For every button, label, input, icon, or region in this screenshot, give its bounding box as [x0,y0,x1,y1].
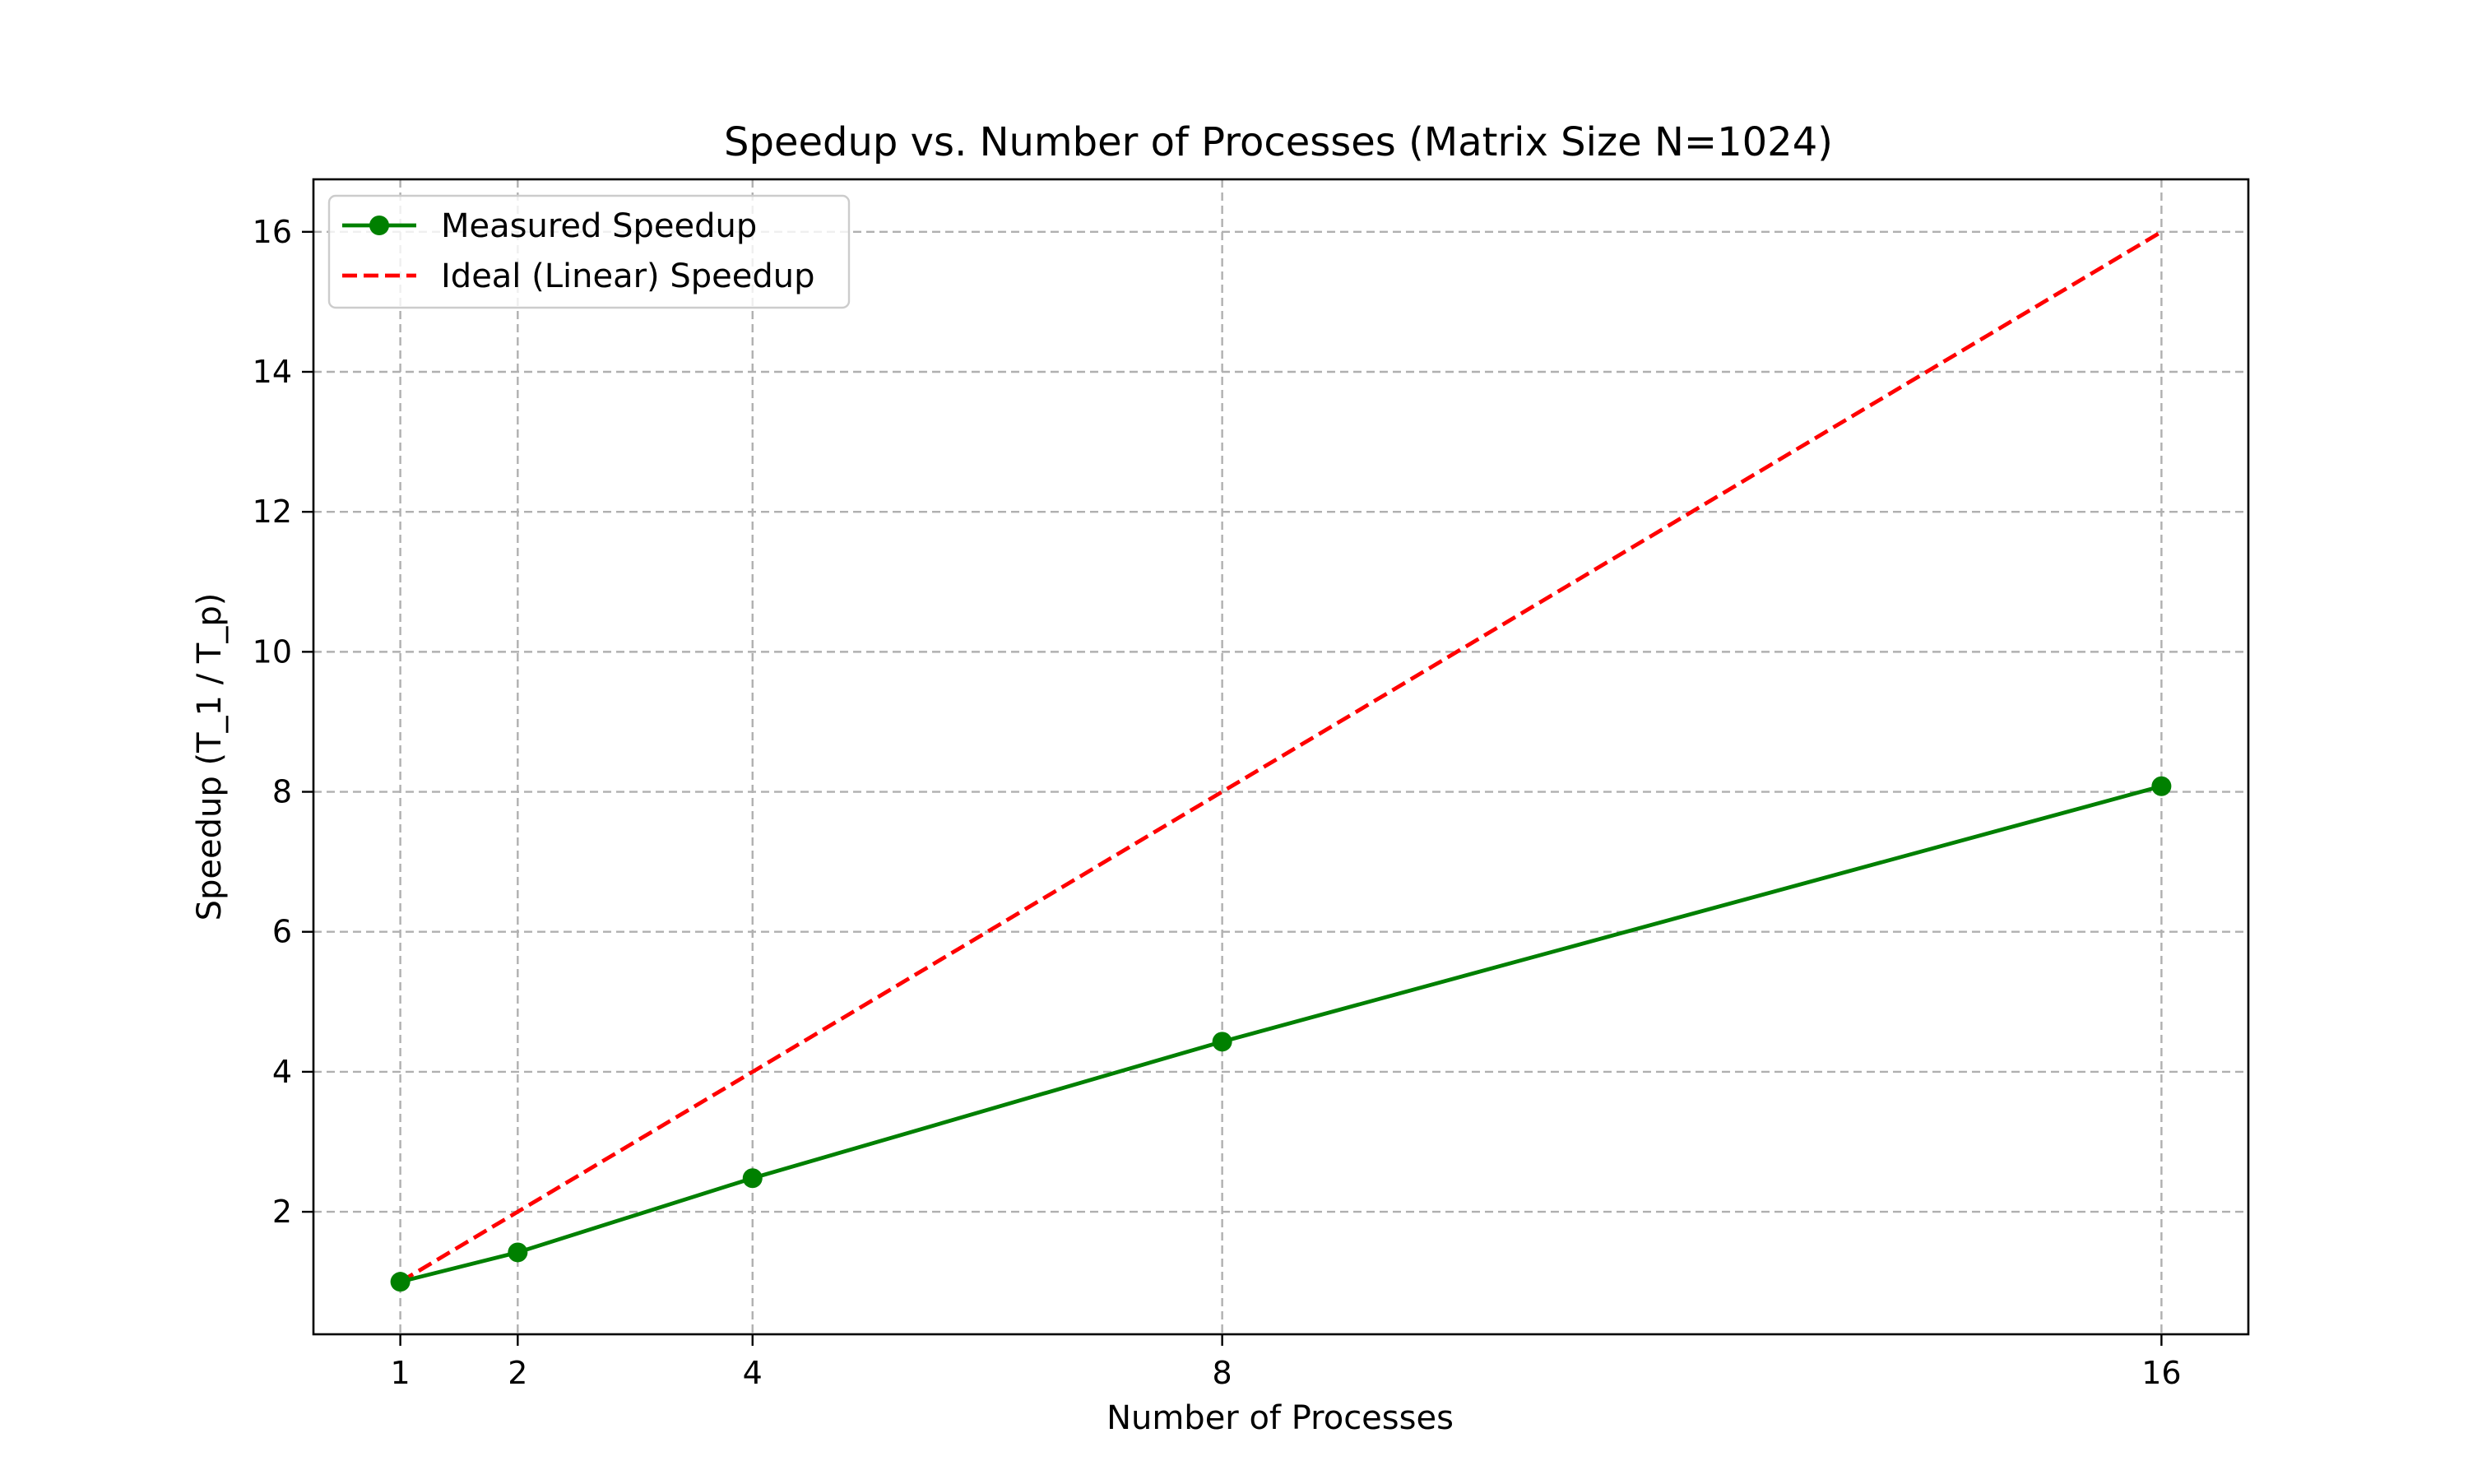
measured-speedup-point [2151,776,2172,796]
y-tick-label: 14 [253,354,292,390]
measured-speedup-point [742,1168,763,1189]
x-tick-label: 16 [2141,1355,2181,1391]
measured-speedup-point [1212,1032,1232,1052]
x-tick-label: 4 [743,1355,763,1391]
x-tick-label: 8 [1213,1355,1232,1391]
plot-frame [312,178,2250,1336]
measured-speedup-point [390,1272,411,1292]
legend-marker-measured [369,216,389,235]
legend: Measured Speedup Ideal (Linear) Speedup [327,194,851,309]
y-tick-label: 8 [272,774,292,810]
chart-title: Speedup vs. Number of Processes (Matrix … [724,119,1833,165]
y-tick-label: 10 [253,633,292,670]
x-axis-label: Number of Processes [1106,1399,1454,1437]
measured-speedup-point [508,1242,528,1263]
y-tick-label: 4 [272,1054,292,1090]
x-tick-label: 1 [391,1355,411,1391]
y-tick-label: 12 [253,494,292,530]
legend-frame [327,194,851,309]
y-tick-label: 16 [253,214,292,250]
legend-label-ideal: Ideal (Linear) Speedup [441,257,815,295]
y-axis-label: Speedup (T_1 / T_p) [191,593,229,921]
x-tick-label: 2 [508,1355,527,1391]
y-tick-label: 6 [272,914,292,950]
series-layer [390,230,2172,1292]
ideal-speedup-line [399,230,2163,1284]
y-tick-label: 2 [272,1194,292,1230]
legend-label-measured: Measured Speedup [441,207,757,245]
